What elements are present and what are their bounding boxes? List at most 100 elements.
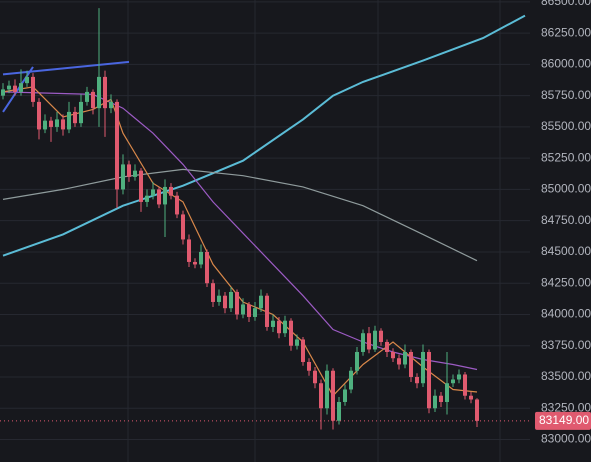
candle-body bbox=[229, 291, 233, 309]
y-tick-label: 86000.00 bbox=[541, 57, 591, 71]
candle-body bbox=[13, 85, 17, 92]
candle-body bbox=[145, 195, 149, 202]
candle-body bbox=[391, 351, 395, 359]
candle-body bbox=[355, 351, 359, 371]
indicator-line bbox=[2, 60, 130, 76]
candle-body bbox=[121, 164, 125, 190]
candle-body bbox=[163, 186, 167, 205]
candle-body bbox=[349, 370, 353, 390]
candle-body bbox=[43, 120, 47, 130]
candle-body bbox=[379, 330, 383, 342]
indicator-line bbox=[2, 86, 478, 397]
last-price-label: 83149.00 bbox=[539, 413, 589, 427]
indicator-line bbox=[2, 168, 478, 262]
candle-body bbox=[193, 261, 197, 265]
candle-body bbox=[235, 291, 239, 315]
y-tick-label: 84500.00 bbox=[541, 244, 591, 258]
candle-body bbox=[373, 330, 377, 350]
candle-body bbox=[127, 164, 131, 177]
y-tick-label: 86500.00 bbox=[541, 0, 591, 8]
candle-body bbox=[31, 76, 35, 102]
candle-body bbox=[289, 320, 293, 346]
candle-body bbox=[277, 320, 281, 334]
candle-body bbox=[37, 101, 41, 130]
candle-body bbox=[385, 341, 389, 352]
candle-body bbox=[109, 101, 113, 109]
candle-body bbox=[211, 283, 215, 302]
candle-body bbox=[139, 170, 143, 202]
candle-body bbox=[79, 101, 83, 124]
candle-body bbox=[439, 395, 443, 402]
candle-body bbox=[343, 389, 347, 402]
candle-body bbox=[169, 186, 173, 196]
candle-body bbox=[283, 320, 287, 334]
last-price-box bbox=[535, 411, 591, 430]
candle-body bbox=[91, 91, 95, 109]
candle-body bbox=[187, 239, 191, 262]
candle-body bbox=[223, 295, 227, 309]
candle-body bbox=[367, 333, 371, 350]
candle-body bbox=[313, 370, 317, 384]
candle-body bbox=[427, 351, 431, 409]
y-tick-label: 84250.00 bbox=[541, 275, 591, 289]
candle-body bbox=[397, 358, 401, 365]
y-tick-label: 86250.00 bbox=[541, 25, 591, 39]
candle-body bbox=[301, 339, 305, 362]
candle-body bbox=[331, 370, 335, 421]
candle-body bbox=[319, 383, 323, 409]
candle-body bbox=[115, 101, 119, 190]
candle-body bbox=[403, 351, 407, 365]
candle-body bbox=[103, 76, 107, 109]
candle-body bbox=[463, 374, 467, 396]
y-tick-label: 85000.00 bbox=[541, 182, 591, 196]
candle-body bbox=[49, 120, 53, 127]
y-tick-label: 83250.00 bbox=[541, 400, 591, 414]
candle-body bbox=[325, 370, 329, 409]
y-tick-label: 85250.00 bbox=[541, 150, 591, 164]
candle-body bbox=[253, 308, 257, 317]
candle-body bbox=[445, 383, 449, 402]
candle-body bbox=[151, 189, 155, 196]
y-tick-label: 83750.00 bbox=[541, 338, 591, 352]
candle-body bbox=[175, 195, 179, 215]
candle-body bbox=[73, 111, 77, 124]
candle-body bbox=[157, 189, 161, 205]
candle-body bbox=[133, 170, 137, 177]
candle-body bbox=[415, 376, 419, 384]
candle-body bbox=[259, 295, 263, 309]
candle-body bbox=[7, 85, 11, 90]
indicator-line bbox=[2, 14, 526, 257]
candle-body bbox=[247, 304, 251, 317]
candle-body bbox=[19, 83, 23, 92]
candle-body bbox=[61, 119, 65, 130]
candle-body bbox=[181, 214, 185, 240]
candle-body bbox=[433, 395, 437, 409]
candle-body bbox=[457, 374, 461, 380]
candle-body bbox=[25, 76, 29, 84]
indicator-line bbox=[2, 66, 34, 113]
candle-body bbox=[361, 333, 365, 352]
y-tick-label: 83000.00 bbox=[541, 432, 591, 446]
candle-body bbox=[475, 399, 479, 421]
candle-body bbox=[1, 89, 5, 96]
candle-body bbox=[97, 76, 101, 109]
candle-body bbox=[271, 320, 275, 327]
candle-body bbox=[67, 111, 71, 130]
candle-body bbox=[469, 395, 473, 400]
y-tick-label: 84000.00 bbox=[541, 307, 591, 321]
candle-body bbox=[307, 361, 311, 371]
candle-body bbox=[421, 351, 425, 384]
y-tick-label: 84750.00 bbox=[541, 213, 591, 227]
candle-body bbox=[451, 379, 455, 384]
candle-body bbox=[199, 251, 203, 265]
candle-body bbox=[409, 351, 413, 377]
y-tick-label: 85500.00 bbox=[541, 119, 591, 133]
candle-body bbox=[217, 295, 221, 302]
candle-body bbox=[337, 401, 341, 421]
y-tick-label: 85750.00 bbox=[541, 88, 591, 102]
candle-body bbox=[205, 251, 209, 284]
y-tick-label: 83500.00 bbox=[541, 369, 591, 383]
candle-body bbox=[241, 304, 245, 315]
